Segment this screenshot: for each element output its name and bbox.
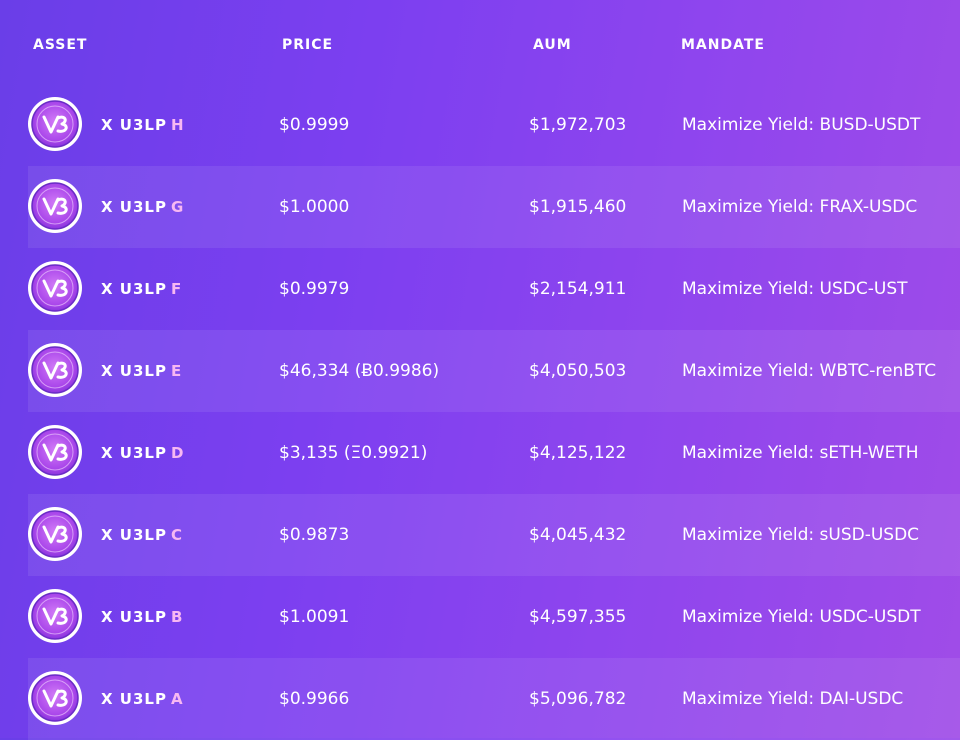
asset-prefix: X U3LP: [101, 690, 167, 708]
column-header-price[interactable]: PRICE: [282, 37, 334, 53]
mandate-cell: Maximize Yield: WBTC-renBTC: [682, 361, 937, 381]
asset-letter: B: [170, 608, 184, 626]
column-header-asset[interactable]: ASSET: [33, 37, 88, 53]
mandate-cell: Maximize Yield: BUSD-USDT: [682, 115, 921, 135]
asset-prefix: X U3LP: [101, 444, 167, 462]
aum-cell: $4,050,503: [529, 361, 627, 381]
mandate-cell: Maximize Yield: sETH-WETH: [682, 443, 919, 463]
aum-cell: $4,045,432: [529, 525, 627, 545]
table-header: ASSET PRICE AUM MANDATE: [0, 0, 960, 85]
asset-letter: F: [170, 280, 183, 298]
asset-letter: E: [170, 362, 183, 380]
mandate-cell: Maximize Yield: DAI-USDC: [682, 689, 904, 709]
table-row[interactable]: X U3LP G $1.0000 $1,915,460 Maximize Yield: …: [28, 166, 960, 248]
aum-cell: $2,154,911: [529, 279, 627, 299]
table-row[interactable]: X U3LP B $1.0091 $4,597,355 Maximize Yield: …: [28, 576, 960, 658]
price-cell: $0.9999: [279, 115, 350, 135]
price-cell: $1.0091: [279, 607, 350, 627]
table-row[interactable]: X U3LP D $3,135 (Ξ0.9921) $4,125,122 Maximiz…: [28, 412, 960, 494]
u3lp-logo-icon: [28, 261, 82, 315]
column-header-aum[interactable]: AUM: [533, 37, 572, 53]
asset-name[interactable]: X U3LP G: [101, 166, 184, 248]
u3lp-logo-icon: [28, 425, 82, 479]
asset-prefix: X U3LP: [101, 198, 167, 216]
price-cell: $3,135 (Ξ0.9921): [279, 443, 428, 463]
table-row[interactable]: X U3LP C $0.9873 $4,045,432 Maximize Yield: …: [28, 494, 960, 576]
asset-name[interactable]: X U3LP H: [101, 84, 185, 166]
asset-name[interactable]: X U3LP C: [101, 494, 183, 576]
asset-prefix: X U3LP: [101, 608, 167, 626]
price-cell: $0.9873: [279, 525, 350, 545]
table-row[interactable]: X U3LP A $0.9966 $5,096,782 Maximize Yield: …: [28, 658, 960, 740]
table-row[interactable]: X U3LP E $46,334 (Ƀ0.9986) $4,050,503 Maximi…: [28, 330, 960, 412]
aum-cell: $4,125,122: [529, 443, 627, 463]
asset-prefix: X U3LP: [101, 116, 167, 134]
asset-letter: H: [170, 116, 185, 134]
table-row[interactable]: X U3LP F $0.9979 $2,154,911 Maximize Yield: …: [28, 248, 960, 330]
aum-cell: $1,972,703: [529, 115, 627, 135]
table-row[interactable]: X U3LP H $0.9999 $1,972,703 Maximize Yield: …: [28, 84, 960, 166]
price-cell: $46,334 (Ƀ0.9986): [279, 361, 440, 381]
u3lp-logo-icon: [28, 179, 82, 233]
asset-prefix: X U3LP: [101, 362, 167, 380]
mandate-cell: Maximize Yield: sUSD-USDC: [682, 525, 920, 545]
price-cell: $1.0000: [279, 197, 350, 217]
mandate-cell: Maximize Yield: FRAX-USDC: [682, 197, 918, 217]
price-cell: $0.9979: [279, 279, 350, 299]
asset-prefix: X U3LP: [101, 526, 167, 544]
price-cell: $0.9966: [279, 689, 350, 709]
mandate-cell: Maximize Yield: USDC-UST: [682, 279, 908, 299]
asset-letter: C: [170, 526, 183, 544]
u3lp-logo-icon: [28, 97, 82, 151]
asset-prefix: X U3LP: [101, 280, 167, 298]
asset-name[interactable]: X U3LP D: [101, 412, 184, 494]
aum-cell: $1,915,460: [529, 197, 627, 217]
asset-name[interactable]: X U3LP A: [101, 658, 184, 740]
asset-letter: A: [170, 690, 184, 708]
asset-name[interactable]: X U3LP B: [101, 576, 183, 658]
column-header-mandate[interactable]: MANDATE: [681, 37, 765, 53]
u3lp-logo-icon: [28, 589, 82, 643]
mandate-cell: Maximize Yield: USDC-USDT: [682, 607, 921, 627]
asset-letter: G: [170, 198, 185, 216]
aum-cell: $5,096,782: [529, 689, 627, 709]
aum-cell: $4,597,355: [529, 607, 627, 627]
u3lp-logo-icon: [28, 343, 82, 397]
asset-name[interactable]: X U3LP F: [101, 248, 182, 330]
u3lp-logo-icon: [28, 507, 82, 561]
asset-letter: D: [170, 444, 185, 462]
u3lp-logo-icon: [28, 671, 82, 725]
asset-name[interactable]: X U3LP E: [101, 330, 182, 412]
